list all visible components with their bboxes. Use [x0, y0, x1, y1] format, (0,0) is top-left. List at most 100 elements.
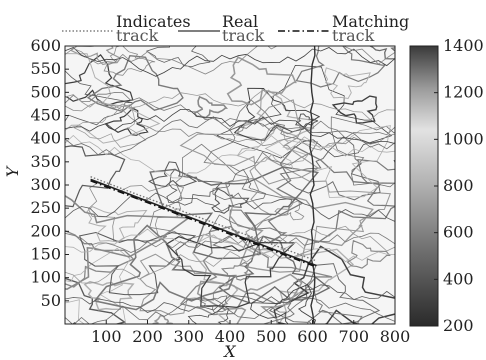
contour-line [73, 104, 147, 148]
contour-line [65, 192, 395, 222]
contour-line [65, 247, 131, 324]
y-tick-label: 450 [30, 106, 61, 125]
contour-line [220, 261, 251, 281]
contour-line [226, 56, 297, 106]
y-tick-label: 550 [30, 59, 61, 78]
contour-line [65, 284, 395, 313]
contour-line [216, 65, 393, 159]
contour-line [324, 67, 371, 100]
series-line-2 [90, 180, 317, 268]
contour-line [86, 205, 148, 243]
contour-line [149, 143, 293, 240]
x-axis: 100 200 300 400 500 600 700 800 [91, 320, 410, 346]
contour-line [65, 53, 161, 144]
contour-line [103, 46, 156, 76]
y-axis: 50 100 150 200 250 300 350 400 450 500 550 600 [30, 36, 69, 310]
colorbar-tick-label: 600 [443, 223, 474, 242]
contour-line [93, 224, 236, 311]
contour-line [196, 273, 303, 324]
legend: Indicates track Real track Matching track [62, 12, 409, 45]
contour-line [65, 145, 126, 208]
contour-line [199, 295, 229, 313]
contour-line [279, 136, 381, 201]
series-line-0 [90, 176, 317, 262]
contour-line [274, 200, 305, 221]
colorbar-tick-label: 400 [443, 269, 474, 288]
contour-line [179, 99, 320, 185]
colorbar-tick-label: 800 [443, 176, 474, 195]
y-tick-label: 500 [30, 82, 61, 101]
contour-line [65, 194, 192, 291]
series-line-1 [90, 178, 317, 267]
legend-label-matching: Matching track [332, 12, 409, 45]
y-tick-label: 150 [30, 245, 61, 264]
contour-line [65, 297, 395, 324]
colorbar-gradient [409, 45, 439, 327]
x-tick-label: 200 [132, 327, 163, 346]
contour-line [65, 46, 395, 75]
colorbar: 200 400 600 800 1000 1200 1400 [409, 36, 484, 335]
plot-area [64, 45, 396, 325]
contour-line [65, 109, 395, 144]
contour-line [145, 46, 211, 67]
contour-line [250, 284, 317, 324]
contour-line [193, 95, 229, 119]
x-tick-label: 600 [297, 327, 328, 346]
contour-line [166, 168, 223, 206]
contour-line [86, 54, 184, 113]
contour-line [295, 46, 387, 88]
contour-line [65, 70, 133, 126]
x-tick-label: 100 [91, 327, 122, 346]
contour-line [149, 166, 320, 260]
contour-line [309, 46, 316, 324]
contour-line [165, 236, 297, 309]
x-tick-label: 500 [256, 327, 287, 346]
contour-line [65, 116, 395, 156]
contour-line [65, 101, 395, 151]
x-tick-label: 800 [380, 327, 411, 346]
contour-line [151, 314, 174, 324]
y-tick-label: 200 [30, 221, 61, 240]
contour-line [203, 99, 319, 172]
contour-line [273, 245, 395, 324]
contour-line [139, 253, 231, 316]
contour-line [65, 232, 395, 253]
contour-line [264, 125, 391, 198]
y-tick-label: 350 [30, 152, 61, 171]
y-axis-label: Y [3, 165, 22, 177]
contour-line [224, 177, 374, 273]
contour-line [233, 87, 320, 141]
track-lines [90, 176, 317, 268]
contour-line [357, 159, 395, 207]
x-tick-label: 700 [338, 327, 369, 346]
colorbar-tick-label: 1400 [443, 36, 484, 55]
colorbar-ticks: 200 400 600 800 1000 1200 1400 [434, 36, 484, 335]
contour-line [330, 116, 395, 188]
contour-line [104, 107, 149, 136]
contour-line [87, 182, 185, 242]
legend-label-real: Real track [222, 12, 265, 45]
y-tick-label: 400 [30, 129, 61, 148]
legend-label-indicates: Indicates track [116, 12, 191, 45]
x-tick-label: 300 [173, 327, 204, 346]
contour-line [191, 233, 355, 324]
contour-line [65, 47, 395, 77]
contour-line [65, 277, 127, 324]
y-tick-label: 300 [30, 175, 61, 194]
y-tick-label: 600 [30, 36, 61, 55]
contour-line [148, 161, 198, 187]
contour-line [346, 239, 391, 269]
contour-line [261, 278, 363, 324]
colorbar-tick-label: 200 [443, 316, 474, 335]
x-axis-label: X [222, 342, 236, 360]
contour-line [65, 92, 395, 139]
contour-line [65, 89, 395, 121]
contour-line [331, 95, 378, 124]
x-tick-label: 400 [215, 327, 246, 346]
contour-line [65, 225, 395, 284]
contour-line [294, 113, 319, 128]
colorbar-tick-label: 1000 [443, 129, 484, 148]
plot-background [65, 46, 395, 324]
contour-line [187, 306, 230, 324]
